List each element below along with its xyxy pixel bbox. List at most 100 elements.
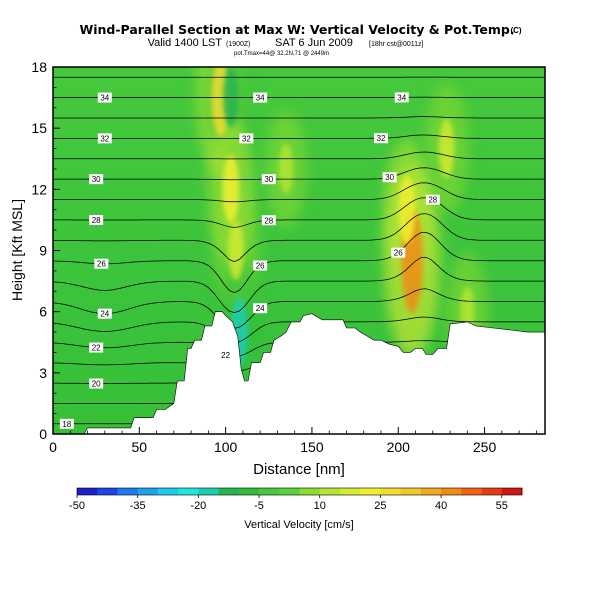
contour-label-text-4: 28 [92,216,101,225]
velocity-core-6 [398,175,416,244]
x-tick-label-0: 0 [49,439,57,455]
colorbar-swatch-10 [279,488,300,495]
colorbar-swatch-17 [420,488,442,495]
x-tick-label-100: 100 [214,439,238,455]
velocity-core-2 [222,155,240,224]
contour-label-text-2: 32 [100,134,109,143]
colorbar-swatch-11 [299,488,321,495]
contour-label-4: 28 [89,214,104,225]
x-tick-label-200: 200 [387,439,411,455]
contour-label-9: 18 [59,418,74,429]
y-tick-label-9: 9 [39,243,47,259]
velocity-core-3 [228,221,244,280]
colorbar-label: Vertical Velocity [cm/s] [244,519,353,531]
colorbar-tick-label--50: -50 [69,500,85,512]
y-axis-label: Height [Kft MSL] [9,199,25,301]
colorbar-swatch-18 [441,488,462,495]
colorbar-swatch-8 [238,488,260,495]
contour-label-text-16: 24 [256,304,265,313]
colorbar-swatch-5 [178,488,199,495]
y-tick-label-15: 15 [31,120,47,136]
colorbar-tick-label--20: -20 [190,500,206,512]
colorbar-tick-label-25: 25 [374,500,386,512]
y-tick-label-0: 0 [39,426,47,442]
x-tick-label-50: 50 [132,439,148,455]
y-tick-label-6: 6 [39,304,47,320]
contour-label-16: 24 [253,303,268,314]
y-tick-label-3: 3 [39,365,47,381]
contour-label-12: 32 [239,133,254,144]
contour-label-text-22: 28 [428,196,437,205]
velocity-core-8 [278,143,294,194]
contour-line-28 [53,197,545,228]
colorbar-swatch-12 [319,488,341,495]
contour-label-text-15: 26 [256,262,265,271]
colorbar-swatch-1 [97,488,118,495]
contour-label-3: 30 [89,174,104,185]
contour-label-18: 36 [383,52,397,62]
velocity-core-7 [438,119,455,179]
contour-label-8: 20 [89,378,104,389]
contour-label-text-14: 28 [264,216,273,225]
colorbar-tick-label-10: 10 [314,500,326,512]
y-axis: 0 3 6 9 12 15 18 [31,59,60,442]
contour-label-14: 28 [261,215,276,226]
colorbar-swatch-6 [198,488,219,495]
colorbar-tick-label--35: -35 [130,500,146,512]
colorbar-swatch-21 [501,488,523,495]
colorbar-swatch-13 [339,488,361,495]
contour-label-text-8: 20 [92,380,101,389]
contour-label-text-13: 30 [264,175,273,184]
contour-label-2: 32 [97,133,112,144]
contour-line-29 [53,182,545,203]
contour-label-20: 32 [374,133,388,144]
chart-title-tag: (C) [510,26,521,35]
colorbar-tick-label-40: 40 [435,500,447,512]
colorbar-swatch-3 [137,488,159,495]
x-tick-label-250: 250 [473,439,497,455]
y-tick-label-12: 12 [31,181,47,197]
y-tick-label-18: 18 [31,59,47,75]
contour-line-33 [53,116,545,119]
contour-label-text-7: 22 [92,344,101,353]
contour-labels: 3634323028262422201836343230282624223634… [59,52,440,429]
contour-label-1: 34 [97,92,112,103]
terrain-mask [53,311,545,434]
contour-line-32 [53,134,545,139]
contour-label-text-23: 26 [394,249,403,258]
contour-label-text-21: 30 [385,173,394,182]
contour-label-text-11: 34 [256,94,265,103]
colorbar-swatch-7 [218,488,240,495]
contour-label-11: 34 [253,92,268,103]
contour-label-text-6: 24 [100,310,109,319]
colorbar-swatch-20 [481,488,503,495]
contour-label-text-20: 32 [377,134,386,143]
contour-label-7: 22 [89,342,104,353]
colorbar: -50 -35 -20 -5 10 25 40 55 [69,487,523,512]
colorbar-swatch-15 [380,488,402,495]
colorbar-swatch-19 [461,488,482,495]
colorbar-swatch-4 [157,488,179,495]
contour-line-30 [53,167,545,181]
contour-label-13: 30 [261,174,276,185]
contour-label-17: 22 [218,350,233,361]
contour-label-text-3: 30 [92,175,101,184]
colorbar-tick-label--5: -5 [254,500,264,512]
colorbar-swatch-14 [360,488,381,495]
contour-label-6: 24 [97,308,112,319]
contour-label-text-18: 36 [385,53,394,62]
contour-line-34 [53,96,545,98]
chart-title: Wind-Parallel Section at Max W: Vertical… [79,22,514,37]
chart-subtitle: Valid 1400 LST [148,37,223,49]
contour-line-25 [53,256,545,313]
colorbar-swatch-16 [400,488,422,495]
colorbar-tick-label-55: 55 [496,500,508,512]
colorbar-swatch-2 [117,488,139,495]
colorbar-swatch-9 [259,488,280,495]
contour-label-text-12: 32 [242,134,251,143]
contour-line-24 [53,288,545,329]
chart-subtitle-line3: pot.Tmax=44@ 32.2N,71 @ 2449m [234,51,329,57]
colorbar-frame [76,487,523,496]
contour-label-text-17: 22 [221,351,230,360]
